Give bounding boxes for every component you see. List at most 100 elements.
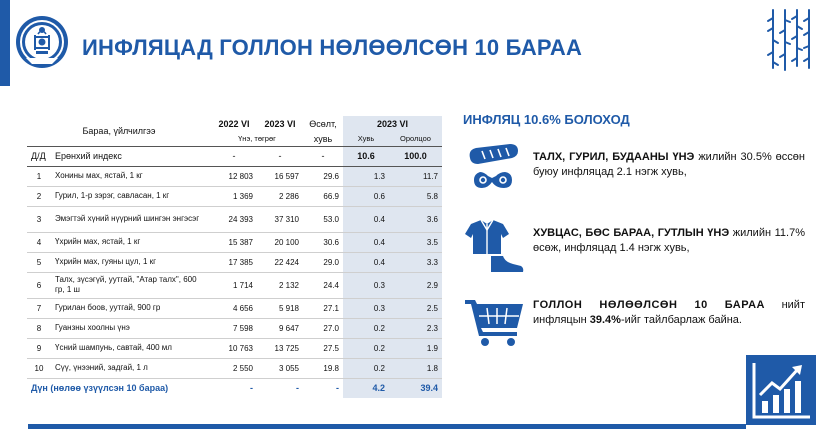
clothes-shoe-icon <box>465 219 524 272</box>
row-share: 0.2 <box>343 338 389 359</box>
table-row: 2 Гурил, 1-р зэрэг, савласан, 1 кг 1 369 2 … <box>27 186 442 207</box>
row-share: 0.3 <box>343 298 389 319</box>
row-growth: 30.6 <box>303 232 343 253</box>
row-share: 0.6 <box>343 186 389 207</box>
row-p2023: 9 647 <box>257 318 303 339</box>
row-item-name: Хонины мах, ястай, 1 кг <box>51 166 211 187</box>
row-contrib: 2.3 <box>389 318 442 339</box>
row-growth: 27.5 <box>303 338 343 359</box>
table-header-row: Бараа, үйлчилгээ 2022 VI 2023 VI Өсөлт, … <box>27 116 442 147</box>
total-label: Дүн (нөлөө үзүүлсэн 10 бараа) <box>31 383 169 394</box>
row-number: 7 <box>27 298 51 319</box>
row-growth: 29.0 <box>303 252 343 273</box>
row-item-name: Эмэгтэй хүний нүүрний шингэн энгэсэг <box>51 206 211 233</box>
total-share: 4.2 <box>343 378 389 398</box>
row-p2023: 16 597 <box>257 166 303 187</box>
table-row: 8 Гуанзны хоолны үнэ 7 598 9 647 27.0 0.2 2.3 <box>27 318 442 339</box>
row-p2023: 20 100 <box>257 232 303 253</box>
clothing-text: жилийн 11.7% өсөж, инфляцад 1.4 нэгж хув… <box>533 227 806 254</box>
row-growth: 53.0 <box>303 206 343 233</box>
row-number: 9 <box>27 338 51 359</box>
bread-flour-block: ТАЛХ, ГУРИЛ, БУДААНЫ ҮНЭ жилийн 30.5% өс… <box>533 150 805 180</box>
row-contrib: 11.7 <box>389 166 442 187</box>
row-growth: 66.9 <box>303 186 343 207</box>
row-share: 0.4 <box>343 206 389 233</box>
row-p2023: 2 132 <box>257 272 303 299</box>
row-share: 0.3 <box>343 272 389 299</box>
row-item-name: Гуанзны хоолны үнэ <box>51 318 211 339</box>
row-p2023: 2 286 <box>257 186 303 207</box>
share-subheader: Хувь <box>343 132 389 147</box>
clothing-block: ХУВЦАС, БӨС БАРАА, ГУТЛЫН ҮНЭ жилийн 11.… <box>533 226 805 256</box>
row-growth: 24.4 <box>303 272 343 299</box>
general-growth: - <box>303 146 343 167</box>
row-contrib: 5.8 <box>389 186 442 207</box>
bread-icon <box>469 144 518 188</box>
row-p2022: 4 656 <box>211 298 257 319</box>
dd-label: Д/Д <box>27 146 51 167</box>
growth-chart-icon <box>746 355 816 425</box>
row-p2023: 3 055 <box>257 358 303 379</box>
row-contrib: 2.9 <box>389 272 442 299</box>
top10-block: ГОЛЛОН НӨЛӨӨЛСӨН 10 БАРАА нийт инфляцын … <box>533 298 805 328</box>
table-row: 4 Үхрийн мах, ястай, 1 кг 15 387 20 100 30.6… <box>27 232 442 253</box>
general-p2023: - <box>257 146 303 167</box>
col-item-header: Бараа, үйлчилгээ <box>27 116 211 147</box>
row-contrib: 3.6 <box>389 206 442 233</box>
total-growth: - <box>336 383 339 394</box>
soyombo-emblem-icon <box>16 16 68 68</box>
total-row: Дүн (нөлөө үзүүлсэн 10 бараа) - - - 4.2 … <box>27 378 442 398</box>
row-number: 2 <box>27 186 51 207</box>
row-contrib: 1.9 <box>389 338 442 359</box>
top10-text-end: -ийг тайлбарлаж байна. <box>620 314 742 326</box>
total-contrib: 39.4 <box>389 378 442 398</box>
row-number: 4 <box>27 232 51 253</box>
footer-rule <box>28 424 746 429</box>
total-p2023: - <box>296 383 299 394</box>
row-p2022: 1 714 <box>211 272 257 299</box>
row-number: 5 <box>27 252 51 273</box>
table-row: 7 Гурилан боов, уутгай, 900 гр 4 656 5 918 2… <box>27 298 442 319</box>
general-index-row: Д/Д Ерөнхий индекс - - - 10.6 100.0 <box>27 146 442 167</box>
total-p2022: - <box>250 383 253 394</box>
table-row: 1 Хонины мах, ястай, 1 кг 12 803 16 597 29.6… <box>27 166 442 187</box>
table-row: 3 Эмэгтэй хүний нүүрний шингэн энгэсэг 24 … <box>27 206 442 233</box>
general-contrib: 100.0 <box>389 146 442 167</box>
row-item-name: Гурилан боов, уутгай, 900 гр <box>51 298 211 319</box>
row-contrib: 2.5 <box>389 298 442 319</box>
row-share: 0.4 <box>343 232 389 253</box>
row-contrib: 3.5 <box>389 232 442 253</box>
col-2022-header: 2022 VI <box>218 119 250 129</box>
mongolian-script-icon <box>767 9 810 71</box>
row-item-name: Гурил, 1-р зэрэг, савласан, 1 кг <box>51 186 211 207</box>
row-number: 10 <box>27 358 51 379</box>
bread-flour-heading: ТАЛХ, ГУРИЛ, БУДААНЫ ҮНЭ <box>533 151 695 163</box>
row-share: 0.2 <box>343 358 389 379</box>
row-contrib: 3.3 <box>389 252 442 273</box>
col-growth-header-2: хувь <box>303 132 343 147</box>
row-item-name: Талх, зүсэгүй, уутгай, "Атар талх", 600 … <box>51 272 211 299</box>
top10-percent: 39.4% <box>589 314 621 326</box>
table-row: 6 Талх, зүсэгүй, уутгай, "Атар талх", 600… <box>27 272 442 299</box>
col-growth-header-1: Өсөлт, <box>309 119 337 129</box>
row-item-name: Үсний шампунь, савтай, 400 мл <box>51 338 211 359</box>
row-p2022: 12 803 <box>211 166 257 187</box>
top-goods-table: Бараа, үйлчилгээ 2022 VI 2023 VI Өсөлт, … <box>27 116 442 398</box>
general-index-label: Ерөнхий индекс <box>51 146 211 167</box>
shopping-cart-icon <box>465 300 523 346</box>
top10-heading: ГОЛЛОН НӨЛӨӨЛСӨН 10 БАРАА <box>533 299 765 311</box>
row-p2023: 37 310 <box>257 206 303 233</box>
row-share: 0.4 <box>343 252 389 273</box>
header-accent-bar <box>0 0 10 86</box>
general-p2022: - <box>211 146 257 167</box>
row-item-name: Үхрийн мах, ястай, 1 кг <box>51 232 211 253</box>
contrib-subheader: Оролцоо <box>389 132 442 147</box>
row-number: 3 <box>27 206 51 233</box>
row-p2022: 24 393 <box>211 206 257 233</box>
general-share: 10.6 <box>343 146 389 167</box>
row-p2022: 1 369 <box>211 186 257 207</box>
row-growth: 29.6 <box>303 166 343 187</box>
row-growth: 19.8 <box>303 358 343 379</box>
row-item-name: Үхрийн мах, гуяны цул, 1 кг <box>51 252 211 273</box>
